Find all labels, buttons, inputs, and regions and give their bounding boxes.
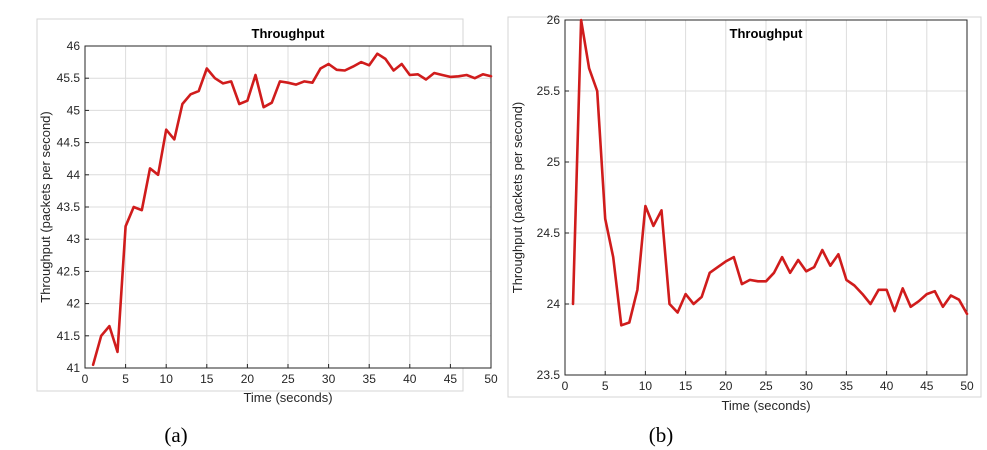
chart-panel-a: 0 5 10 15 20 25 30 35 40 45 50 41 41.5 42 42.5 43 43.5 44… [36, 18, 498, 447]
x-tick-label: 0 [562, 379, 569, 393]
x-tick-label: 15 [200, 372, 214, 386]
y-axis-label-a: Throughput (packets per second) [38, 111, 53, 303]
y-tick-label: 45 [67, 103, 81, 117]
series-line-b [571, 18, 969, 327]
x-tick-label: 25 [281, 372, 295, 386]
x-tick-label: 45 [920, 379, 934, 393]
x-axis-label-a: Time (seconds) [243, 390, 332, 405]
y-tick-label: 43 [67, 232, 81, 246]
x-tick-label: 5 [602, 379, 609, 393]
series-line-a [91, 52, 493, 367]
y-tick-label: 43.5 [57, 200, 81, 214]
y-tick-label: 41 [67, 361, 81, 375]
x-tick-label: 20 [719, 379, 733, 393]
y-tick-label: 25.5 [537, 84, 561, 98]
y-axis-label-b: Throughput (packets per second) [510, 102, 525, 294]
x-tick-label: 10 [639, 379, 653, 393]
y-tick-label: 44.5 [57, 136, 81, 150]
x-tick-label: 5 [122, 372, 129, 386]
y-tick-label: 45.5 [57, 71, 81, 85]
x-tick-label: 30 [322, 372, 336, 386]
x-tick-label: 50 [484, 372, 498, 386]
x-tick-label: 0 [82, 372, 89, 386]
y-tick-label: 25 [547, 155, 561, 169]
x-tick-label: 40 [403, 372, 417, 386]
x-tick-label: 15 [679, 379, 693, 393]
chart-title-a: Throughput [252, 26, 326, 41]
x-tick-label: 10 [160, 372, 174, 386]
panel-caption-a: (a) [164, 423, 187, 447]
y-tick-label: 24.5 [537, 226, 561, 240]
chart-panel-b: 0 5 10 15 20 25 30 35 40 45 50 23.5 24 24.5 25 25.5 26 Th… [507, 13, 982, 447]
x-axis-label-b: Time (seconds) [721, 398, 810, 413]
y-tick-label: 41.5 [57, 329, 81, 343]
y-tick-label: 46 [67, 39, 81, 53]
y-tick-label: 44 [67, 168, 81, 182]
y-tick-label: 23.5 [537, 368, 561, 382]
y-tick-label: 26 [547, 13, 561, 27]
y-tick-label: 42.5 [57, 264, 81, 278]
chart-title-b: Throughput [730, 26, 804, 41]
x-tick-label: 25 [759, 379, 773, 393]
x-tick-label: 20 [241, 372, 255, 386]
x-tick-label: 30 [800, 379, 814, 393]
x-tick-label: 35 [363, 372, 377, 386]
x-tick-label: 50 [960, 379, 974, 393]
x-tick-label: 45 [444, 372, 458, 386]
panel-caption-b: (b) [649, 423, 674, 447]
y-tick-label: 24 [547, 297, 561, 311]
x-tick-label: 40 [880, 379, 894, 393]
y-tick-label: 42 [67, 297, 81, 311]
x-tick-label: 35 [840, 379, 854, 393]
